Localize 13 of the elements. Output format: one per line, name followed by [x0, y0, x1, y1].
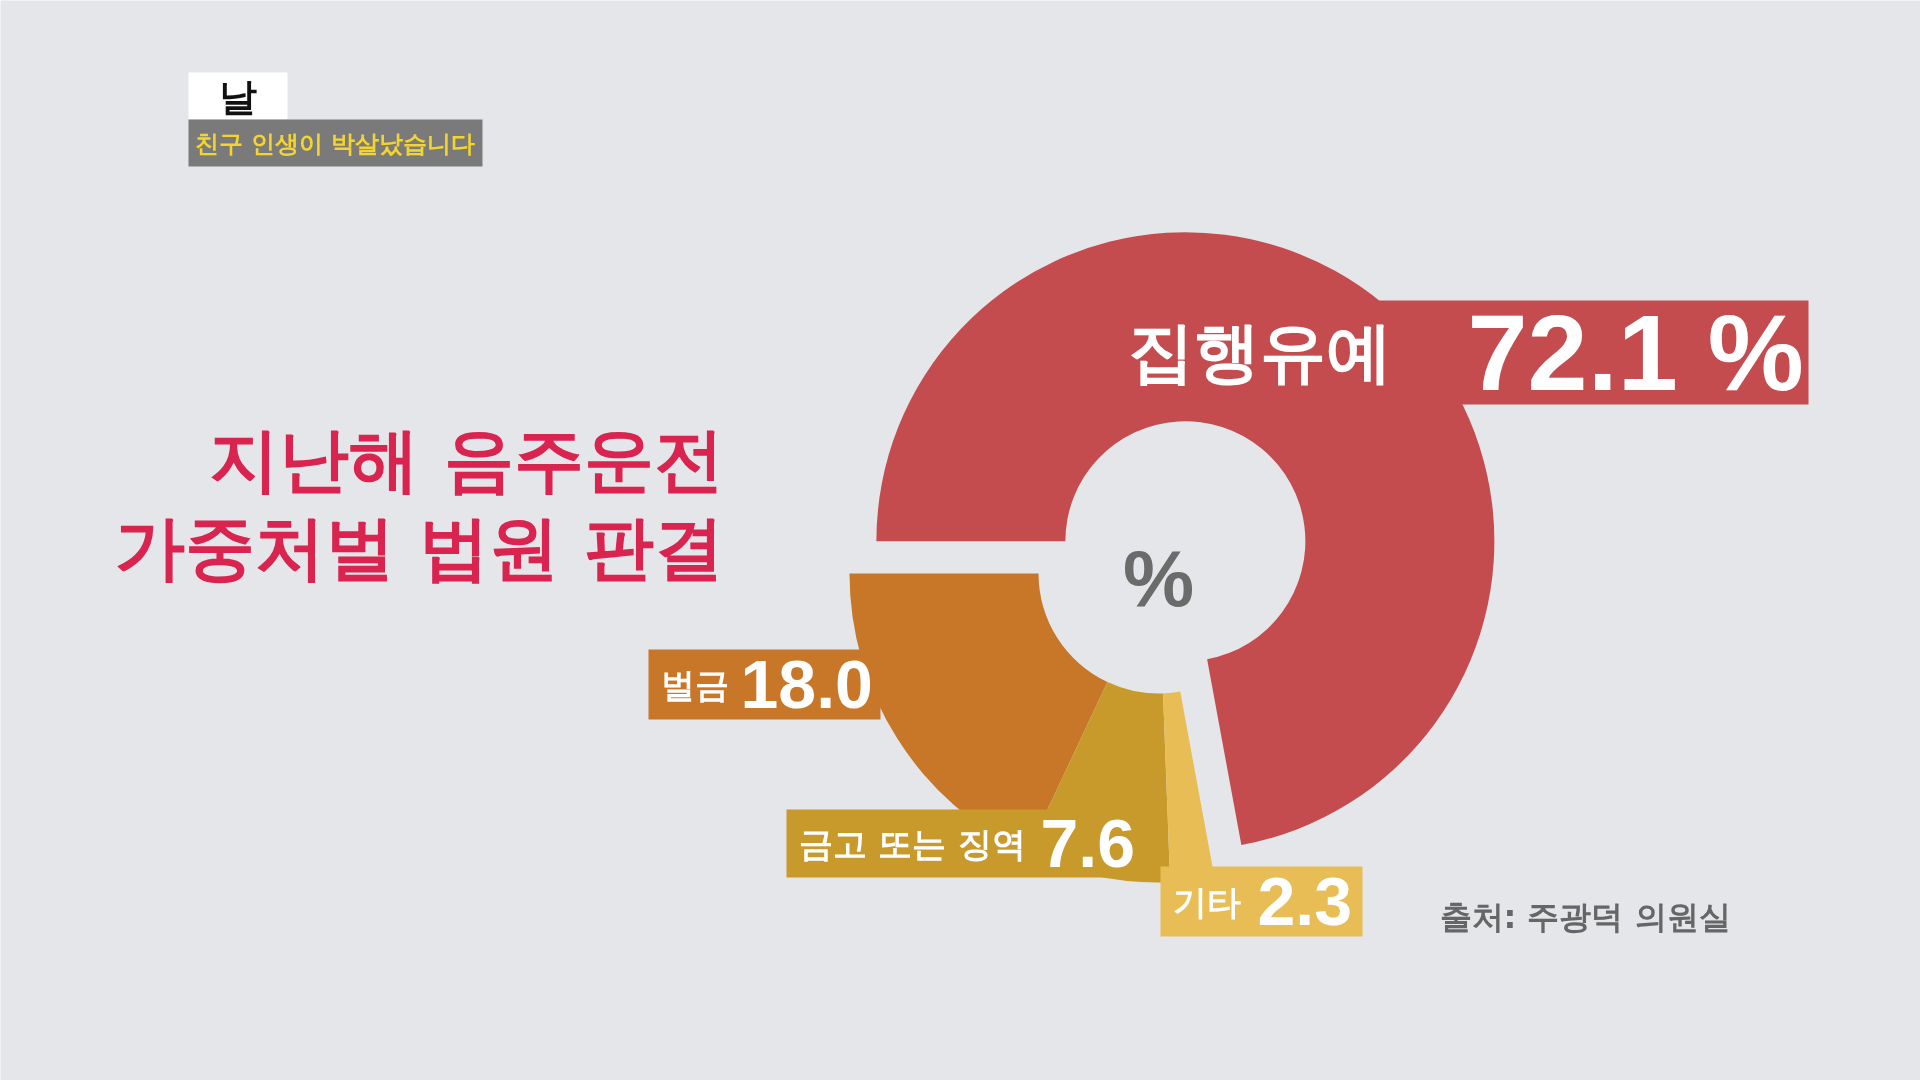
- text: 날: [218, 74, 257, 119]
- data-label: 7.6: [1040, 805, 1136, 881]
- text: 지난해 음주운전 가중처벌 법원 판결: [114, 418, 724, 589]
- source-note: 출처: 주광덕 의원실: [1439, 897, 1731, 936]
- data-label: 72.1 %: [1467, 292, 1804, 413]
- text: 친구 인생이 박살났습니다: [194, 129, 476, 158]
- data-label: 2.3: [1257, 863, 1353, 939]
- slice-label: 기타: [1172, 881, 1241, 922]
- data-label: 18.0: [740, 646, 873, 722]
- slice-label: 금고 또는 징역: [798, 823, 1027, 864]
- slice-label: 벌금: [660, 664, 729, 705]
- text: %: [1122, 534, 1195, 623]
- slice-label: 집행유예: [1127, 314, 1392, 391]
